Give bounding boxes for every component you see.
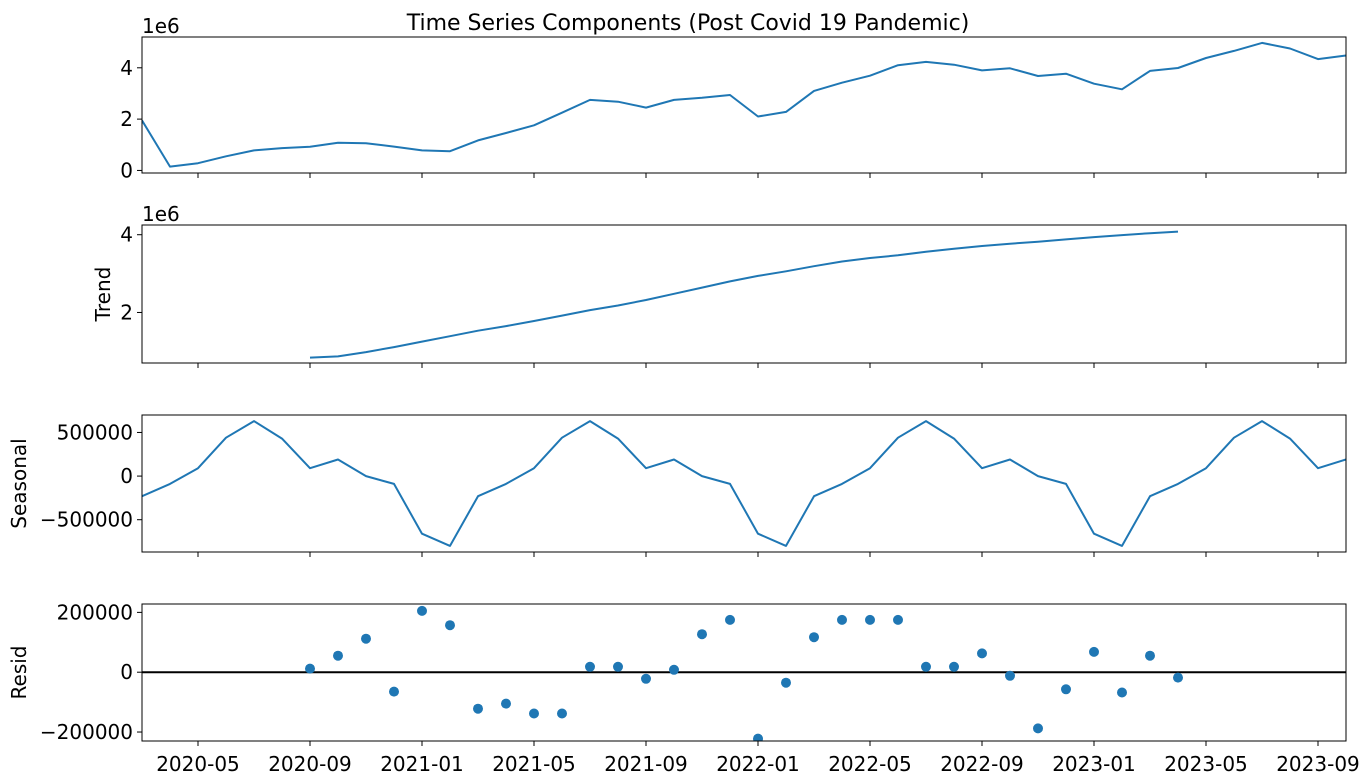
panel-observed: 0 2 4 1e6 <box>120 14 1347 182</box>
resid-point <box>865 614 875 625</box>
resid-point <box>501 698 511 709</box>
resid-point <box>781 677 791 688</box>
resid-point <box>613 661 623 672</box>
xtick-label: 2021-09 <box>604 752 688 776</box>
resid-point <box>389 686 399 697</box>
resid-point <box>445 620 455 631</box>
resid-point <box>809 632 819 643</box>
resid-point <box>669 664 679 675</box>
resid-point <box>1005 670 1015 681</box>
observed-ytick-label: 0 <box>120 158 133 182</box>
observed-series-line <box>142 41 1346 168</box>
resid-point <box>697 629 707 640</box>
observed-offset-label: 1e6 <box>142 14 180 38</box>
resid-point <box>361 633 371 644</box>
resid-ylabel: Resid <box>7 646 31 700</box>
trend-offset-label: 1e6 <box>142 202 180 226</box>
resid-point <box>585 661 595 672</box>
seasonal-ytick-label: 500000 <box>57 420 133 444</box>
xtick-label: 2023-01 <box>1052 752 1136 776</box>
xtick-label: 2022-05 <box>828 752 912 776</box>
xtick-label: 2022-01 <box>716 752 800 776</box>
resid-point <box>921 661 931 672</box>
resid-point <box>641 673 651 684</box>
resid-point <box>837 614 847 625</box>
panel-resid: −200000 0 200000 2020-05 2020-09 2021-01 2021-… <box>7 600 1360 776</box>
panel-seasonal: −500000 0 500000 Seasonal <box>7 414 1347 557</box>
xtick-label: 2022-09 <box>940 752 1024 776</box>
observed-axes-frame <box>141 36 1347 174</box>
seasonal-ytick-label: 0 <box>120 464 133 488</box>
seasonal-ylabel: Seasonal <box>7 438 31 528</box>
resid-point <box>1117 687 1127 698</box>
resid-point <box>333 650 343 661</box>
trend-ytick-label: 2 <box>120 300 133 324</box>
trend-ytick-label: 4 <box>120 223 133 247</box>
figure-title: Time Series Components (Post Covid 19 Pa… <box>406 11 970 36</box>
resid-ytick-label: −200000 <box>40 720 133 744</box>
resid-point <box>305 663 315 674</box>
resid-point <box>1173 672 1183 683</box>
seasonal-series-line <box>142 420 1346 547</box>
resid-point <box>949 661 959 672</box>
xtick-label: 2020-09 <box>268 752 352 776</box>
observed-ytick-label: 4 <box>120 56 133 80</box>
resid-ytick-label: 200000 <box>57 600 133 624</box>
resid-point <box>557 708 567 719</box>
seasonal-ytick-label: −500000 <box>40 508 133 532</box>
resid-point <box>893 614 903 625</box>
resid-point <box>473 703 483 714</box>
xtick-label: 2021-05 <box>492 752 576 776</box>
resid-point <box>417 605 427 616</box>
resid-point <box>753 733 763 741</box>
resid-point <box>977 648 987 659</box>
trend-ylabel: Trend <box>91 267 115 323</box>
panel-trend: 2 4 1e6 Trend <box>91 202 1347 368</box>
resid-point <box>1061 684 1071 695</box>
resid-point <box>529 708 539 719</box>
xtick-label: 2023-05 <box>1164 752 1248 776</box>
resid-point <box>725 614 735 625</box>
resid-ytick-label: 0 <box>120 660 133 684</box>
resid-point <box>1033 723 1043 734</box>
resid-point <box>1089 646 1099 657</box>
trend-axes-frame <box>141 224 1347 364</box>
xtick-label: 2023-09 <box>1276 752 1360 776</box>
seasonal-axes-frame <box>141 414 1347 553</box>
trend-series-line <box>309 230 1179 359</box>
xtick-label: 2021-01 <box>380 752 464 776</box>
resid-point <box>1145 650 1155 661</box>
xtick-label: 2020-05 <box>156 752 240 776</box>
observed-ytick-label: 2 <box>120 107 133 131</box>
